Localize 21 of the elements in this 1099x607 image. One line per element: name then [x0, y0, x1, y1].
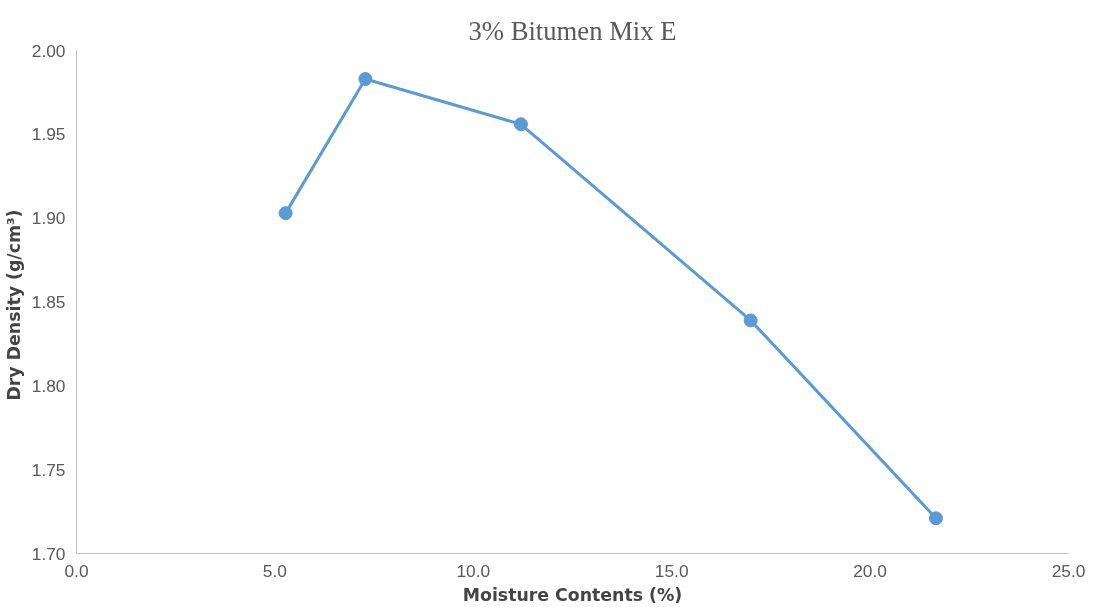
y-tick-label: 1.75: [31, 459, 66, 480]
x-tick-label: 10.0: [456, 560, 491, 581]
y-tick-label: 1.95: [31, 124, 66, 145]
y-tick-label: 1.90: [31, 208, 66, 229]
point: [278, 206, 293, 221]
point: [513, 117, 528, 132]
point: [743, 313, 758, 328]
point: [358, 72, 373, 86]
x-axis-title: Moisture Contents (%): [462, 584, 683, 605]
y-tick-label: 1.70: [31, 543, 66, 564]
y-axis-title: Dry Density (g/cm³): [3, 209, 24, 401]
x-tick-label: 25.0: [1051, 560, 1086, 581]
chart-title: 3% Bitumen Mix E: [468, 15, 677, 46]
x-tick-label: 5.0: [262, 560, 287, 581]
point: [928, 511, 943, 526]
x-tick-label: 20.0: [853, 560, 887, 581]
y-tick-label: 1.85: [31, 292, 66, 312]
x-tick-label: 0.0: [64, 560, 89, 581]
y-tick-label: 1.80: [31, 375, 66, 396]
x-tick-label: 15.0: [654, 560, 689, 581]
y-tick-label: 2.00: [31, 40, 66, 61]
